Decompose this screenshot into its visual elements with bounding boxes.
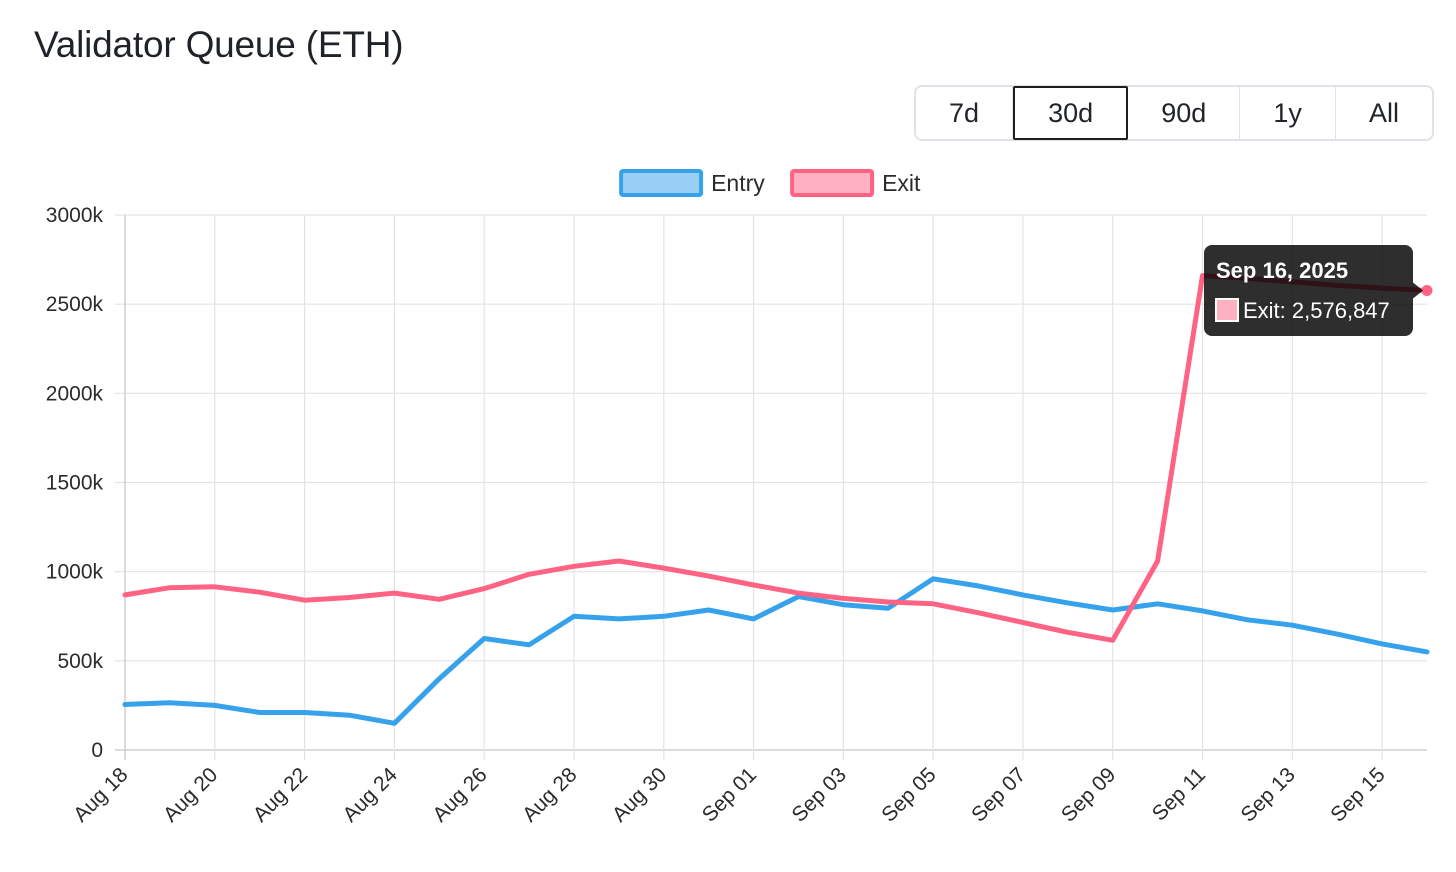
page-title: Validator Queue (ETH) [34,24,404,65]
y-tick-label: 0 [91,739,103,762]
x-tick-label: Aug 28 [518,763,581,826]
y-tick-label: 1500k [46,472,104,495]
x-tick-label: Aug 26 [428,763,491,826]
x-tick-label: Aug 20 [159,763,222,826]
tooltip-caret [1413,282,1423,299]
tooltip-color-swatch [1215,298,1239,322]
tooltip-title: Sep 16, 2025 [1216,258,1348,283]
time-range-selector: 7d 30d 90d 1y All [914,85,1434,141]
legend-swatch-entry [619,169,704,197]
x-tick-label: Sep 05 [877,763,940,826]
series-line-entry [122,576,1430,726]
x-tick-label: Aug 18 [69,763,132,826]
y-tick-label: 2500k [46,293,104,316]
hover-point-marker [1421,284,1433,296]
range-button-7d[interactable]: 7d [916,87,1014,139]
y-tick-label: 2000k [46,382,104,405]
x-tick-label: Sep 07 [967,763,1030,826]
y-tick-label: 3000k [46,204,104,227]
range-button-90d[interactable]: 90d [1128,87,1241,139]
range-button-all[interactable]: All [1368,97,1399,128]
x-tick-label: Sep 01 [698,763,761,826]
range-button-1y[interactable]: 1y [1240,87,1336,139]
x-tick-label: Sep 11 [1148,763,1210,825]
x-tick-label: Sep 15 [1326,763,1389,826]
x-tick-label: Sep 03 [788,763,851,826]
range-button-30d[interactable]: 30d [1013,86,1129,140]
x-tick-label: Sep 09 [1057,763,1120,826]
y-tick-label: 500k [57,650,103,673]
x-tick-label: Aug 30 [608,763,671,826]
x-tick-label: Aug 22 [249,763,312,826]
legend-swatch-exit [790,169,875,197]
x-tick-label: Aug 24 [339,763,403,827]
legend-label-entry: Entry [711,170,765,196]
tooltip-box [1204,245,1413,336]
y-tick-label: 1000k [46,561,104,584]
legend-label-exit: Exit [882,170,921,196]
x-tick-label: Sep 13 [1237,763,1300,826]
tooltip-label: Exit: 2,576,847 [1243,298,1390,323]
